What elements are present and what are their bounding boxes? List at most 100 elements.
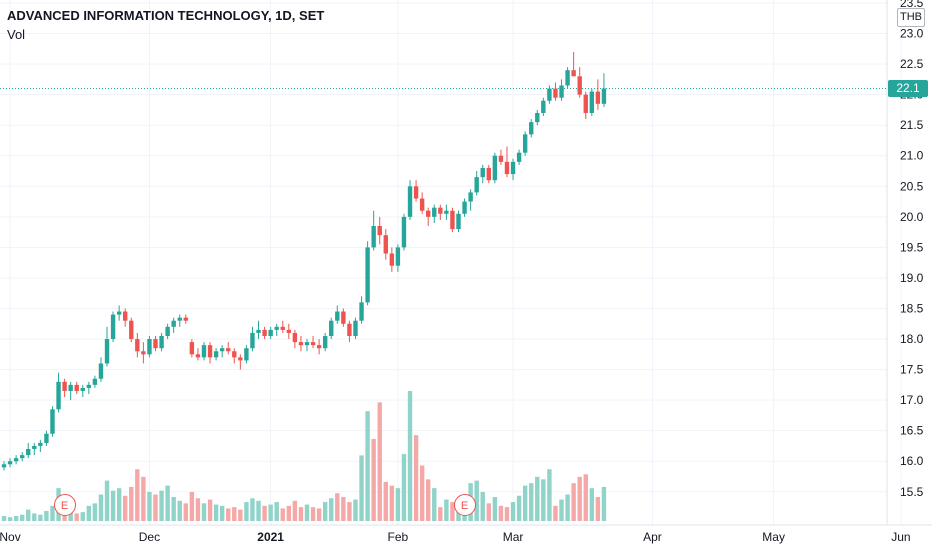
volume-bar: [304, 504, 310, 521]
candle: [347, 320, 352, 343]
candle-body: [474, 177, 479, 193]
volume-bar: [250, 498, 255, 521]
candle: [583, 91, 588, 120]
volume-label: Vol: [7, 27, 26, 42]
candle: [322, 332, 328, 352]
candle-body: [492, 155, 498, 181]
volume-bar: [238, 509, 243, 521]
candle-body: [244, 348, 249, 361]
volume-bar: [365, 411, 370, 521]
volume-bar: [504, 507, 510, 521]
candle: [268, 326, 273, 340]
candle: [56, 372, 61, 413]
candle: [110, 311, 116, 343]
y-tick-label: 23.0: [900, 27, 924, 41]
volume-bar: [26, 509, 31, 521]
volume-bar: [359, 455, 364, 521]
candle-body: [232, 351, 237, 358]
volume-bar: [529, 483, 534, 521]
volume-bar: [377, 402, 382, 521]
candle: [329, 317, 334, 340]
candle-body: [19, 455, 25, 459]
candle-body: [601, 88, 607, 104]
candle-body: [129, 320, 134, 340]
candle: [304, 339, 310, 352]
candle-body: [213, 351, 219, 358]
candle-body: [26, 449, 31, 456]
volume-bar: [110, 490, 116, 521]
currency-label[interactable]: THB: [897, 8, 925, 27]
volume-bar: [292, 500, 298, 521]
candle-body: [547, 88, 552, 101]
candle: [522, 131, 528, 156]
candle-body: [207, 345, 213, 358]
candle: [238, 354, 243, 370]
volume-bar: [268, 504, 273, 521]
candle-body: [347, 323, 352, 336]
volume-bar: [432, 488, 437, 521]
candle-body: [522, 134, 528, 153]
price-axis[interactable]: 15.5 16.0 16.5 17.0 17.5 18.0 18.5 19.0 19.5 20.0…: [900, 0, 924, 499]
volume-bar: [280, 508, 285, 521]
volume-bars: [1, 391, 607, 521]
candle-body: [195, 354, 201, 358]
candle: [26, 442, 31, 459]
x-tick-label: Feb: [388, 530, 409, 544]
volume-bar: [347, 502, 352, 521]
candle-body: [359, 302, 364, 321]
y-tick-label: 22.5: [900, 57, 924, 71]
earnings-marker[interactable]: E: [53, 494, 76, 516]
candle-body: [74, 384, 79, 391]
earnings-marker[interactable]: E: [453, 494, 476, 516]
time-axis[interactable]: Nov Dec 2021 Feb Mar Apr May Jun: [0, 530, 911, 544]
candle: [298, 335, 304, 352]
y-tick-label: 16.0: [900, 454, 924, 468]
candle-body: [365, 247, 370, 303]
candle: [359, 296, 364, 324]
y-tick-label: 21.5: [900, 118, 924, 132]
candle-body: [486, 167, 491, 181]
y-tick-label: 18.5: [900, 301, 924, 315]
volume-bar: [371, 438, 376, 521]
volume-bar: [595, 497, 601, 521]
volume-bar: [32, 513, 37, 521]
candle: [50, 406, 55, 437]
y-tick-label: 23.5: [900, 0, 924, 10]
volume-bar: [438, 507, 443, 521]
candle: [219, 345, 225, 358]
candle: [244, 345, 249, 364]
volume-bar: [244, 502, 249, 521]
candle: [135, 332, 140, 358]
candle: [68, 381, 73, 401]
volume-bar: [298, 507, 304, 521]
candle-body: [56, 381, 61, 410]
volume-bar: [389, 485, 395, 521]
candle: [529, 119, 534, 138]
volume-bar: [492, 497, 498, 521]
candle: [201, 342, 207, 361]
volume-bar: [104, 480, 110, 521]
y-tick-label: 19.0: [900, 271, 924, 285]
volume-bar: [589, 488, 595, 521]
candle-body: [419, 198, 425, 211]
candle-body: [589, 91, 595, 113]
volume-bar: [407, 391, 413, 521]
candle-body: [329, 320, 334, 336]
candle-body: [389, 253, 395, 266]
y-tick-label: 19.5: [900, 240, 924, 254]
candle: [123, 308, 128, 327]
candle-body: [304, 342, 310, 346]
candle-body: [50, 409, 55, 434]
candle: [371, 210, 376, 251]
candle-body: [32, 445, 37, 450]
candle-body: [280, 326, 285, 330]
volume-bar: [316, 508, 322, 521]
candle: [153, 335, 158, 352]
volume-bar: [310, 507, 316, 521]
candle: [38, 439, 43, 453]
candle-body: [383, 235, 388, 254]
volume-bar: [498, 505, 504, 521]
candle-body: [516, 152, 522, 162]
candle-body: [262, 329, 267, 336]
